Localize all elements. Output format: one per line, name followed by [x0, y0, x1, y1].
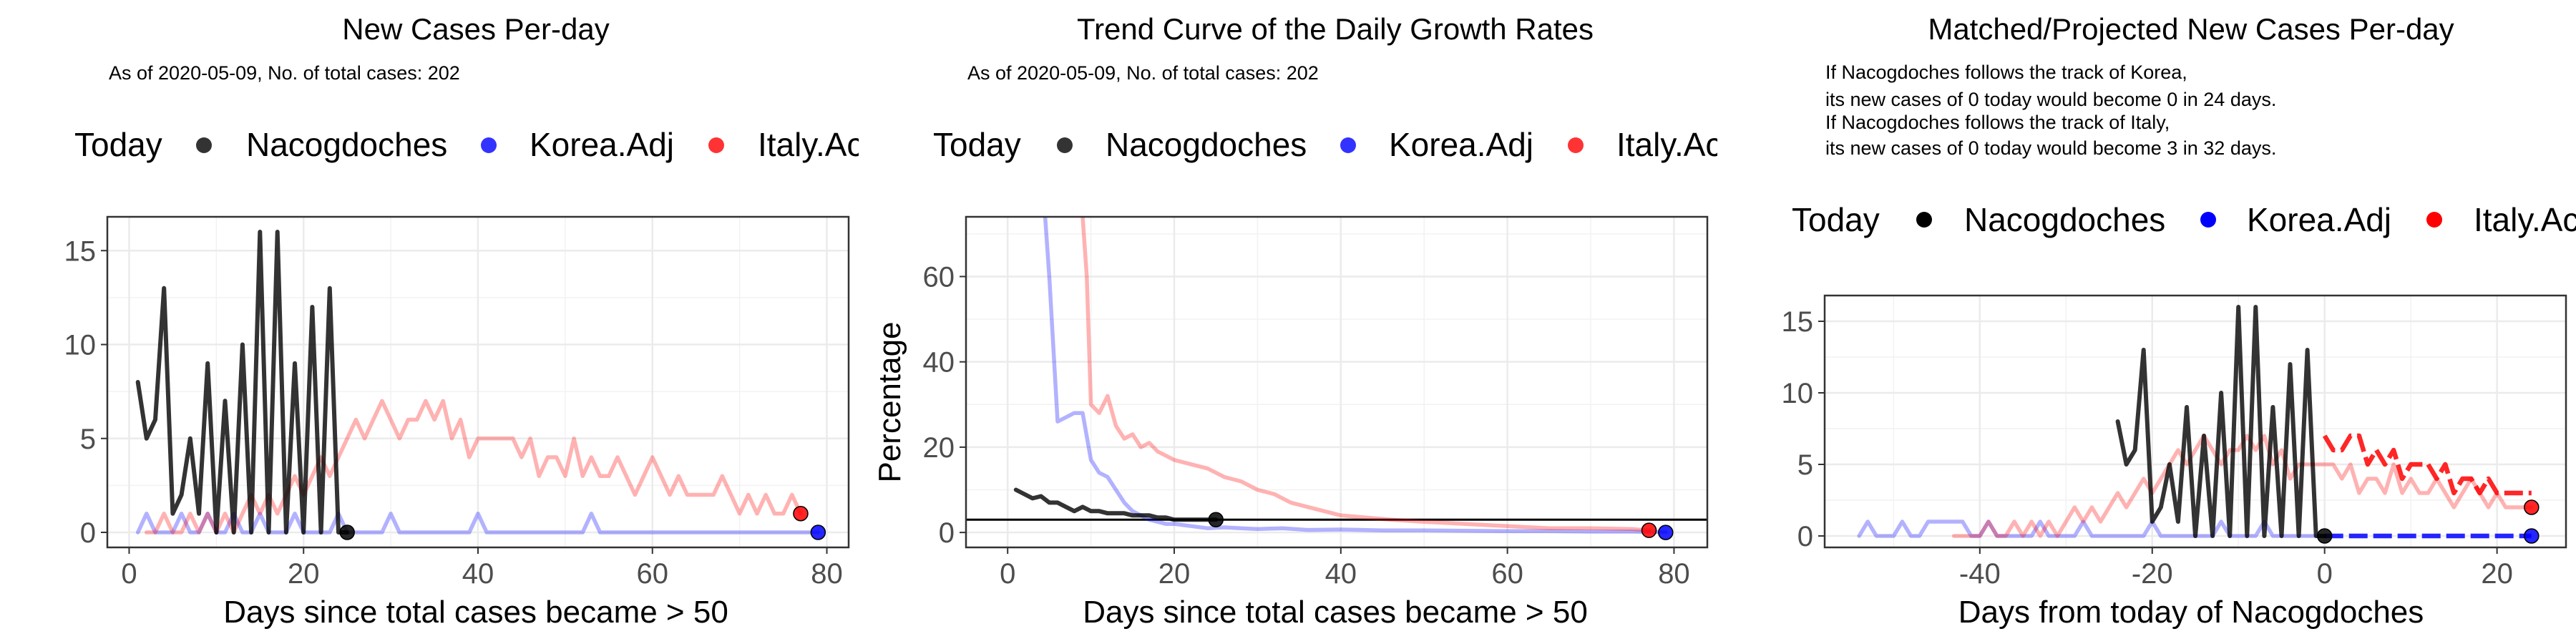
legend-key-korea — [2200, 212, 2216, 228]
x-tick-label: 40 — [462, 558, 494, 590]
legend-key-korea — [481, 137, 497, 153]
y-tick-label: 0 — [939, 517, 955, 549]
x-tick-label: 20 — [2481, 558, 2513, 590]
legend-key-italy — [1568, 137, 1584, 153]
legend-label-korea: Korea.Adj — [1389, 126, 1533, 163]
legend-clip-mask — [1717, 107, 1729, 179]
y-tick-label: 5 — [1797, 449, 1813, 481]
series-line-italy-ac — [145, 399, 803, 535]
x-tick-label: 60 — [637, 558, 669, 590]
x-tick-label: 60 — [1491, 558, 1523, 590]
panel-subtitle-line-1: If Nacogdoches follows the track of Kore… — [1825, 62, 2187, 83]
today-point-italy-ac — [2524, 499, 2540, 515]
legend-key-korea — [1340, 137, 1356, 153]
x-tick-label: -40 — [1959, 558, 2001, 590]
y-tick-label: 40 — [923, 347, 955, 379]
panel-new-cases: New Cases Per-day As of 2020-05-09, No. … — [64, 12, 869, 630]
legend-key-italy — [708, 137, 724, 153]
legend-key-italy — [2426, 212, 2442, 228]
legend-key-nacogdoches — [196, 137, 212, 153]
x-axis-label: Days since total cases became > 50 — [1083, 595, 1588, 630]
legend-label-italy: Italy.Ac — [758, 126, 863, 163]
x-tick-label: 80 — [811, 558, 843, 590]
legend-label-italy: Italy.Ac — [1616, 126, 1722, 163]
x-axis-label: Days since total cases became > 50 — [223, 595, 728, 630]
today-point-nacogdoches — [1208, 512, 1224, 528]
y-tick-label: 0 — [80, 517, 96, 549]
today-point-korea-adj — [810, 525, 826, 540]
today-point-korea-adj — [2524, 528, 2540, 544]
today-point-italy-ac — [793, 506, 809, 522]
data-layer — [1857, 305, 2540, 544]
data-layer — [135, 230, 826, 540]
plot-border — [1823, 294, 2567, 549]
plot-area: 0 20 40 60 80 0 5 10 15 — [64, 215, 850, 590]
legend-title: Today — [933, 126, 1021, 163]
today-point-italy-ac — [1641, 522, 1657, 538]
panel-subtitle: As of 2020-05-09, No. of total cases: 20… — [967, 62, 1319, 84]
x-tick-label: 0 — [2317, 558, 2333, 590]
plot-border — [106, 215, 850, 549]
x-axis-label: Days from today of Nacogdoches — [1958, 595, 2424, 630]
series-line-korea-adj — [1043, 217, 1668, 535]
y-tick-label: 0 — [1797, 521, 1813, 552]
legend-title: Today — [74, 126, 162, 163]
legend-label-nacogdoches: Nacogdoches — [1964, 201, 2165, 238]
y-axis-label: Percentage — [872, 321, 907, 482]
legend-label-korea: Korea.Adj — [530, 126, 674, 163]
y-tick-label: 5 — [80, 424, 96, 455]
legend-title: Today — [1792, 201, 1880, 238]
panel-growth-rates: Trend Curve of the Daily Growth Rates As… — [872, 12, 1729, 630]
y-tick-label: 60 — [923, 261, 955, 293]
x-tick-label: 40 — [1325, 558, 1357, 590]
panel-title: Matched/Projected New Cases Per-day — [1928, 12, 2454, 46]
panel-projected: Matched/Projected New Cases Per-day If N… — [1782, 12, 2576, 630]
series-line-nacogdoches — [1013, 487, 1219, 522]
legend: Today Nacogdoches Korea.Adj Italy.Ac — [74, 126, 863, 163]
panel-title: Trend Curve of the Daily Growth Rates — [1077, 12, 1594, 46]
x-tick-label: 0 — [1000, 558, 1015, 590]
legend-key-nacogdoches — [1057, 137, 1073, 153]
x-tick-label: 20 — [288, 558, 320, 590]
plot-area: 0 20 40 60 80 0 20 40 60 — [923, 215, 1709, 590]
panel-subtitle-line-3: If Nacogdoches follows the track of Ital… — [1825, 112, 2170, 133]
plot-background — [966, 217, 1707, 547]
panel-title: New Cases Per-day — [342, 12, 609, 46]
panel-subtitle: As of 2020-05-09, No. of total cases: 20… — [109, 62, 460, 84]
y-tick-label: 15 — [1782, 306, 1814, 338]
y-tick-label: 20 — [923, 432, 955, 464]
legend-label-nacogdoches: Nacogdoches — [1106, 126, 1307, 163]
legend-clip-mask — [859, 107, 869, 179]
panel-subtitle-line-4: its new cases of 0 today would become 3 … — [1825, 137, 2276, 159]
legend-label-korea: Korea.Adj — [2247, 201, 2391, 238]
y-tick-label: 15 — [64, 235, 97, 267]
legend-key-nacogdoches — [1916, 212, 1932, 228]
panel-subtitle-line-2: its new cases of 0 today would become 0 … — [1825, 89, 2276, 110]
x-tick-label: -20 — [2132, 558, 2173, 590]
series-line-nacogdoches — [135, 230, 350, 535]
plot-area: -40 -20 0 20 0 5 10 15 — [1782, 294, 2567, 590]
series-line-nacogdoches — [2115, 305, 2327, 538]
today-point-nacogdoches — [2316, 528, 2333, 544]
y-tick-label: 10 — [64, 330, 97, 361]
legend-label-nacogdoches: Nacogdoches — [246, 126, 447, 163]
series-line-italy-ac-projected — [2322, 433, 2532, 496]
legend: Today Nacogdoches Korea.Adj Italy.Ac — [933, 126, 1722, 163]
today-point-korea-adj — [1658, 525, 1674, 540]
y-tick-label: 10 — [1782, 378, 1814, 409]
series-line-italy-ac — [1080, 217, 1652, 532]
x-tick-label: 20 — [1158, 558, 1191, 590]
data-layer — [966, 217, 1707, 540]
today-point-nacogdoches — [339, 525, 355, 540]
legend-label-italy: Italy.Ac — [2474, 201, 2576, 238]
x-tick-label: 80 — [1658, 558, 1690, 590]
x-tick-label: 0 — [121, 558, 137, 590]
plot-border — [965, 215, 1709, 549]
legend: Today Nacogdoches Korea.Adj Italy.Ac — [1792, 201, 2576, 238]
